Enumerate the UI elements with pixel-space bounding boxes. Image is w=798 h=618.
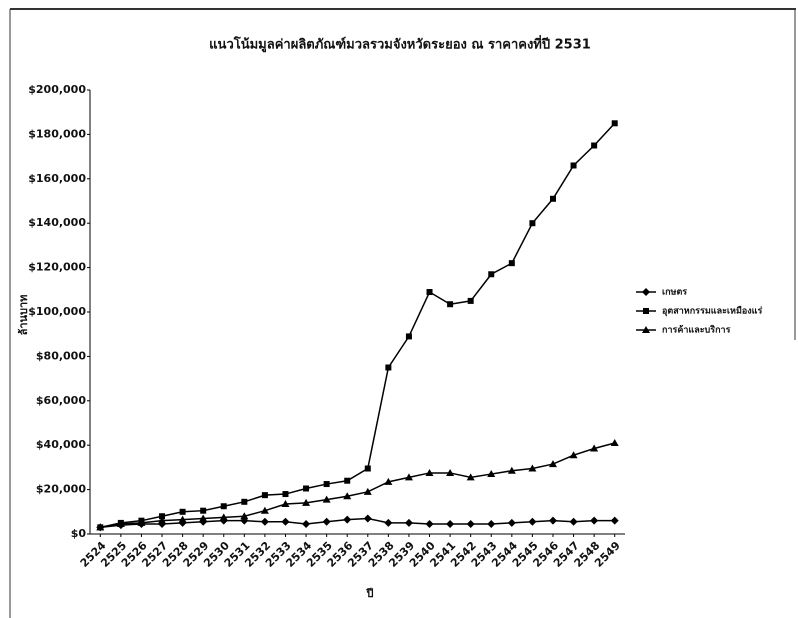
marker xyxy=(642,326,650,333)
marker xyxy=(642,288,650,296)
marker xyxy=(302,498,311,506)
marker xyxy=(323,481,330,488)
marker xyxy=(549,195,556,202)
marker xyxy=(570,162,577,169)
marker xyxy=(643,308,649,314)
marker xyxy=(116,520,125,528)
marker xyxy=(363,514,372,523)
marker xyxy=(384,477,393,485)
marker xyxy=(590,516,599,525)
y-tick-label: $20,000 xyxy=(36,483,86,496)
legend-label: อุตสาหกรรมและเหมืองแร่ xyxy=(662,305,762,317)
y-tick-label: $120,000 xyxy=(28,261,86,274)
marker xyxy=(282,491,289,498)
marker xyxy=(404,518,413,527)
marker xyxy=(528,464,537,472)
marker xyxy=(220,503,227,510)
marker xyxy=(240,512,249,520)
marker xyxy=(281,517,290,526)
y-tick-label: $140,000 xyxy=(28,216,86,229)
marker xyxy=(426,289,433,296)
y-tick-label: $0 xyxy=(71,527,87,540)
marker xyxy=(405,333,412,340)
x-axis-label: ปี xyxy=(365,587,373,600)
marker xyxy=(591,142,598,149)
marker xyxy=(446,468,455,476)
marker xyxy=(466,520,475,529)
legend-label: เกษตร xyxy=(662,288,687,298)
marker xyxy=(611,120,618,127)
marker xyxy=(178,515,187,523)
marker xyxy=(343,492,352,500)
marker xyxy=(569,451,578,459)
marker xyxy=(219,513,228,521)
marker xyxy=(569,517,578,526)
marker xyxy=(261,492,268,499)
marker xyxy=(466,473,475,481)
marker xyxy=(322,517,331,526)
marker xyxy=(260,506,269,514)
marker xyxy=(447,301,454,308)
marker xyxy=(364,465,371,472)
marker xyxy=(96,523,105,531)
y-tick-label: $60,000 xyxy=(36,394,86,407)
y-tick-label: $160,000 xyxy=(28,172,86,185)
marker xyxy=(281,500,290,508)
chart-title: แนวโน้มมูลค่าผลิตภัณฑ์มวลรวมจังหวัดระยอง… xyxy=(209,35,591,53)
marker xyxy=(508,260,515,267)
marker xyxy=(548,516,557,525)
legend-label: การค้าและบริการ xyxy=(662,325,731,336)
marker xyxy=(179,508,186,515)
marker xyxy=(303,485,310,492)
marker xyxy=(322,495,331,503)
marker xyxy=(610,438,619,446)
marker xyxy=(467,297,474,304)
marker xyxy=(385,364,392,371)
marker xyxy=(137,518,146,526)
marker xyxy=(548,460,557,468)
marker xyxy=(425,520,434,529)
marker xyxy=(363,487,372,495)
marker xyxy=(528,517,537,526)
series-line xyxy=(100,122,616,529)
marker xyxy=(344,477,351,484)
marker xyxy=(200,507,207,514)
y-tick-label: $80,000 xyxy=(36,349,86,362)
marker xyxy=(446,520,455,529)
marker xyxy=(425,468,434,476)
series-line xyxy=(100,442,615,529)
marker xyxy=(404,473,413,481)
marker xyxy=(241,498,248,505)
y-axis-label: ล้านบาท xyxy=(17,295,30,336)
marker xyxy=(529,220,536,227)
marker xyxy=(302,520,311,529)
y-tick-label: $40,000 xyxy=(36,438,86,451)
marker xyxy=(199,514,208,522)
marker xyxy=(159,513,166,520)
marker xyxy=(507,466,516,474)
y-tick-label: $200,000 xyxy=(28,83,86,96)
marker xyxy=(487,470,496,478)
marker xyxy=(590,444,599,452)
marker xyxy=(487,520,496,529)
y-tick-label: $100,000 xyxy=(28,305,86,318)
marker xyxy=(158,516,167,524)
marker xyxy=(260,517,269,526)
marker xyxy=(488,271,495,278)
marker xyxy=(610,516,619,525)
marker xyxy=(507,518,516,527)
y-tick-label: $180,000 xyxy=(28,127,86,140)
marker xyxy=(384,518,393,527)
marker xyxy=(343,515,352,524)
